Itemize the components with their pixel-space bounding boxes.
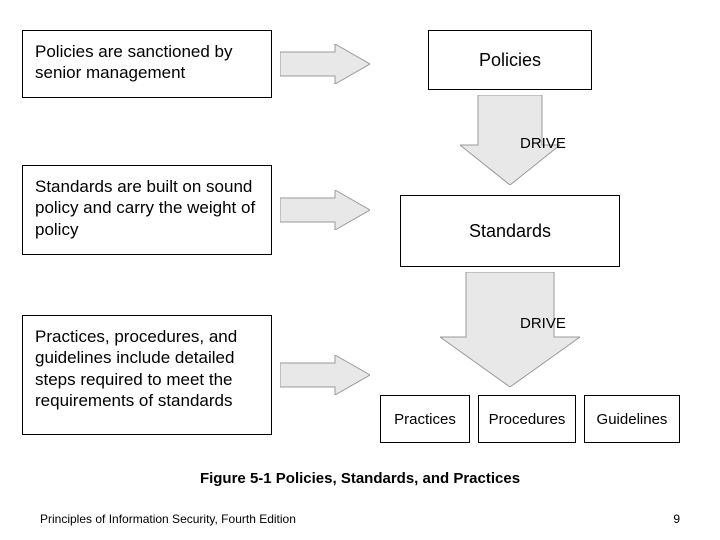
desc-text: Practices, procedures, and guidelines in…	[35, 327, 237, 410]
box-label: Policies	[479, 50, 541, 71]
standards-box: Standards	[400, 195, 620, 267]
practices-box: Practices	[380, 395, 470, 443]
box-label: Guidelines	[597, 411, 668, 428]
arrow-right-icon	[280, 355, 370, 395]
desc-box-policies: Policies are sanctioned by senior manage…	[22, 30, 272, 98]
box-label: Standards	[469, 221, 551, 242]
page-number: 9	[673, 512, 680, 526]
box-label: Practices	[394, 411, 456, 428]
desc-text: Standards are built on sound policy and …	[35, 177, 255, 239]
desc-box-practices: Practices, procedures, and guidelines in…	[22, 315, 272, 435]
policies-box: Policies	[428, 30, 592, 90]
arrow-right-icon	[280, 190, 370, 230]
guidelines-box: Guidelines	[584, 395, 680, 443]
arrow-right-icon	[280, 44, 370, 84]
drive-label: DRIVE	[520, 135, 566, 152]
desc-text: Policies are sanctioned by senior manage…	[35, 42, 233, 82]
desc-box-standards: Standards are built on sound policy and …	[22, 165, 272, 255]
figure-caption: Figure 5-1 Policies, Standards, and Prac…	[0, 470, 720, 487]
box-label: Procedures	[489, 411, 566, 428]
drive-label: DRIVE	[520, 315, 566, 332]
footer-source: Principles of Information Security, Four…	[40, 512, 296, 526]
procedures-box: Procedures	[478, 395, 576, 443]
diagram-canvas: Policies are sanctioned by senior manage…	[0, 0, 720, 460]
